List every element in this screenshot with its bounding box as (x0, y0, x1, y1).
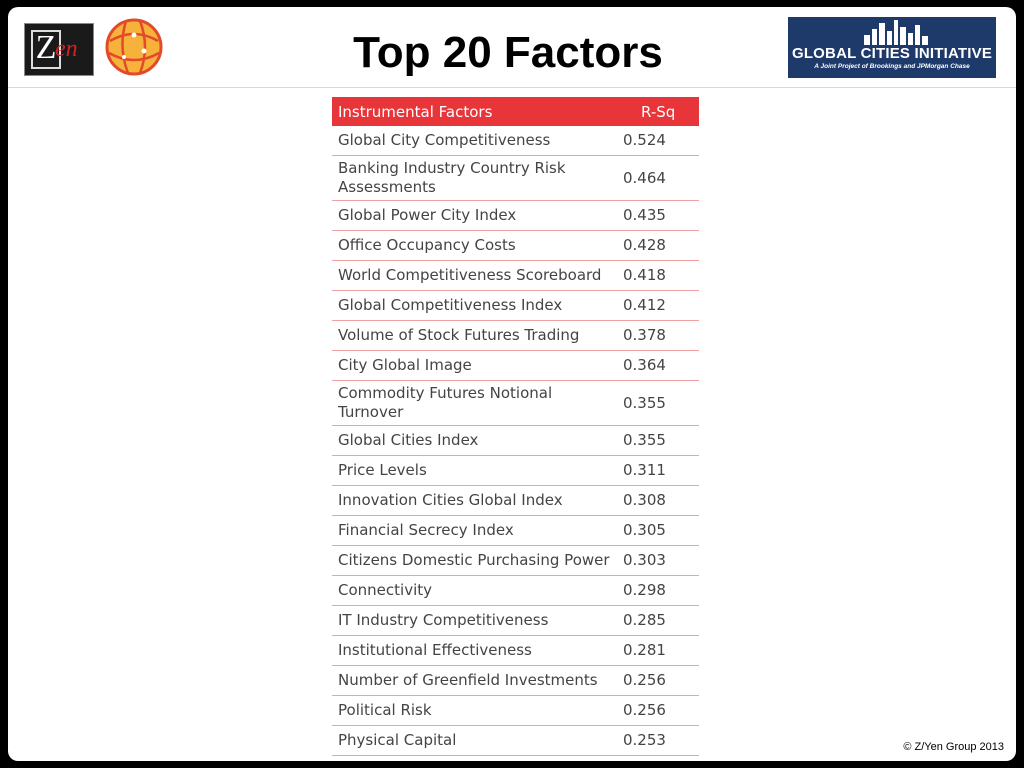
rsq-value: 0.256 (621, 695, 699, 726)
table-row: Price Levels 0.311 (332, 455, 699, 486)
table-row: Banking Industry Country Risk Assessment… (332, 155, 699, 201)
factor-name: Global Power City Index (332, 200, 621, 231)
table-row: Innovation Cities Global Index 0.308 (332, 485, 699, 516)
table-row: Volume of Stock Futures Trading 0.378 (332, 320, 699, 351)
rsq-value: 0.281 (621, 635, 699, 666)
factor-name: Citizens Domestic Purchasing Power (332, 545, 621, 576)
rsq-value: 0.412 (621, 290, 699, 321)
rsq-value: 0.285 (621, 605, 699, 636)
rsq-value: 0.464 (621, 155, 699, 201)
rsq-value: 0.428 (621, 230, 699, 261)
zyen-logo: Z en (24, 23, 94, 76)
table-row: Global Cities Index 0.355 (332, 425, 699, 456)
rsq-value: 0.298 (621, 575, 699, 606)
factor-name: Global Cities Index (332, 425, 621, 456)
gci-logo-subtitle: A Joint Project of Brookings and JPMorga… (814, 63, 970, 70)
factor-name: Physical Capital (332, 725, 621, 756)
factor-name: Price Levels (332, 455, 621, 486)
rsq-value: 0.378 (621, 320, 699, 351)
rsq-value: 0.308 (621, 485, 699, 516)
table-row: Commodity Futures Notional Turnover 0.355 (332, 380, 699, 426)
factor-name: City Global Image (332, 350, 621, 381)
factor-name: Global City Competitiveness (332, 126, 621, 156)
factor-name: Office Occupancy Costs (332, 230, 621, 261)
rsq-value: 0.355 (621, 380, 699, 426)
column-header-factor: Instrumental Factors (332, 97, 621, 126)
factor-name: World Competitiveness Scoreboard (332, 260, 621, 291)
rsq-value: 0.311 (621, 455, 699, 486)
table-row: Citizens Domestic Purchasing Power 0.303 (332, 545, 699, 576)
slide-header: Z en Top 20 Factors (8, 7, 1016, 88)
factor-name: Financial Secrecy Index (332, 515, 621, 546)
rsq-value: 0.435 (621, 200, 699, 231)
table-row: Institutional Effectiveness 0.281 (332, 635, 699, 666)
zyen-logo-en: en (55, 36, 78, 62)
table-row: Financial Secrecy Index 0.305 (332, 515, 699, 546)
table-row: Global Power City Index 0.435 (332, 200, 699, 231)
table-row: Global Competitiveness Index 0.412 (332, 290, 699, 321)
factor-name: Innovation Cities Global Index (332, 485, 621, 516)
globe-logo-icon (105, 18, 163, 76)
table-row: Global City Competitiveness 0.524 (332, 126, 699, 156)
page-title: Top 20 Factors (353, 28, 663, 77)
column-header-rsq: R-Sq (621, 97, 699, 126)
rsq-value: 0.524 (621, 126, 699, 156)
rsq-value: 0.305 (621, 515, 699, 546)
factor-name: Connectivity (332, 575, 621, 606)
factor-name: IT Industry Competitiveness (332, 605, 621, 636)
table-row: City Global Image 0.364 (332, 350, 699, 381)
rsq-value: 0.303 (621, 545, 699, 576)
factor-name: Commodity Futures Notional Turnover (332, 380, 621, 426)
rsq-value: 0.418 (621, 260, 699, 291)
factor-name: Global Competitiveness Index (332, 290, 621, 321)
table-row: World Competitiveness Scoreboard 0.418 (332, 260, 699, 291)
rsq-value: 0.355 (621, 425, 699, 456)
table-row: Office Occupancy Costs 0.428 (332, 230, 699, 261)
table-row: Physical Capital 0.253 (332, 725, 699, 756)
factor-name: Institutional Effectiveness (332, 635, 621, 666)
gci-logo-title: GLOBAL CITIES INITIATIVE (791, 45, 993, 62)
table-row: Number of Greenfield Investments 0.256 (332, 665, 699, 696)
table-header-row: Instrumental Factors R-Sq (332, 97, 699, 126)
factor-name: Volume of Stock Futures Trading (332, 320, 621, 351)
global-cities-initiative-logo: GLOBAL CITIES INITIATIVE A Joint Project… (788, 17, 996, 78)
rsq-value: 0.253 (621, 725, 699, 756)
rsq-value: 0.256 (621, 665, 699, 696)
table-row: Connectivity 0.298 (332, 575, 699, 606)
rsq-value: 0.364 (621, 350, 699, 381)
table-row: Political Risk 0.256 (332, 695, 699, 726)
factor-name: Banking Industry Country Risk Assessment… (332, 155, 621, 201)
city-skyline-icon (864, 20, 928, 45)
zyen-logo-z: Z (31, 30, 61, 69)
slide: Z en Top 20 Factors (8, 7, 1016, 761)
factor-name: Political Risk (332, 695, 621, 726)
table-row: IT Industry Competitiveness 0.285 (332, 605, 699, 636)
factors-table: Instrumental Factors R-Sq Global City Co… (332, 97, 699, 756)
copyright-footer: © Z/Yen Group 2013 (903, 741, 1004, 753)
factor-name: Number of Greenfield Investments (332, 665, 621, 696)
